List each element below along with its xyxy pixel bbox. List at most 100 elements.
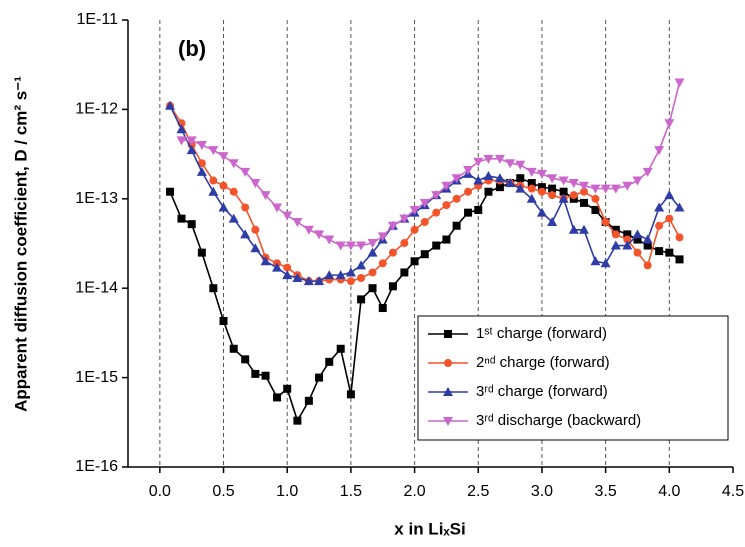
marker	[272, 203, 283, 213]
marker	[420, 218, 429, 227]
marker	[623, 230, 632, 239]
marker	[600, 258, 611, 268]
marker	[218, 152, 229, 162]
marker	[548, 191, 557, 200]
marker	[261, 371, 270, 380]
marker	[346, 390, 355, 399]
marker	[303, 225, 314, 235]
marker	[441, 181, 452, 191]
marker	[622, 181, 633, 191]
marker	[443, 417, 453, 426]
marker	[241, 203, 250, 212]
marker	[420, 250, 429, 259]
legend: 1ˢᵗ charge (forward) 2ⁿᵈ charge (forward)…	[417, 315, 729, 441]
marker	[335, 270, 346, 280]
marker	[600, 184, 611, 194]
marker	[558, 176, 569, 186]
x-tick-label: 0.5	[212, 483, 234, 500]
marker	[655, 247, 664, 256]
marker	[165, 100, 176, 110]
marker	[346, 277, 355, 286]
marker	[166, 187, 175, 196]
y-tick-label: 1E-15	[75, 369, 118, 386]
marker	[633, 235, 642, 244]
marker	[367, 247, 378, 257]
marker	[272, 262, 283, 272]
marker	[229, 187, 238, 196]
marker	[260, 256, 271, 266]
marker	[356, 241, 367, 251]
x-tick-label: 2.0	[403, 483, 425, 500]
marker	[536, 169, 547, 179]
marker	[208, 146, 219, 156]
marker	[240, 167, 251, 177]
marker	[537, 187, 546, 196]
marker	[292, 218, 303, 228]
x-tick-label: 4.0	[658, 483, 680, 500]
marker	[674, 78, 685, 88]
marker	[664, 190, 675, 200]
marker	[410, 225, 419, 234]
marker	[675, 255, 684, 264]
marker	[368, 268, 377, 277]
marker	[633, 248, 642, 257]
marker	[432, 241, 441, 250]
marker	[432, 208, 441, 217]
marker	[345, 267, 356, 277]
marker	[515, 183, 526, 193]
marker	[442, 235, 451, 244]
marker	[378, 259, 387, 268]
marker	[643, 261, 652, 270]
marker	[208, 186, 219, 196]
marker	[568, 224, 579, 234]
legend-label: 3ʳᵈ charge (forward)	[476, 383, 608, 400]
marker	[474, 205, 483, 214]
marker	[483, 170, 494, 180]
legend-label: 2ⁿᵈ charge (forward)	[476, 354, 610, 371]
marker	[590, 256, 601, 266]
marker	[642, 234, 653, 244]
marker	[176, 124, 187, 134]
x-tick-label: 1.5	[340, 483, 362, 500]
x-tick-label: 3.5	[595, 483, 617, 500]
marker	[495, 183, 504, 192]
marker	[451, 174, 462, 184]
marker	[578, 224, 589, 234]
marker	[473, 175, 484, 185]
marker	[336, 344, 345, 353]
marker	[494, 173, 505, 183]
marker	[675, 233, 684, 242]
marker	[674, 202, 685, 212]
marker	[283, 263, 292, 272]
marker	[548, 184, 557, 193]
marker	[367, 239, 378, 249]
marker	[611, 230, 620, 239]
marker	[537, 183, 546, 192]
marker	[623, 235, 632, 244]
marker	[444, 330, 452, 338]
y-tick-label: 1E-13	[75, 190, 118, 207]
marker	[209, 284, 218, 293]
marker	[473, 157, 484, 167]
marker	[357, 295, 366, 304]
marker	[444, 359, 452, 367]
panel-label: (b)	[178, 36, 206, 61]
marker	[547, 174, 558, 184]
marker	[250, 243, 261, 253]
marker	[527, 184, 536, 193]
x-tick-label: 1.0	[276, 483, 298, 500]
marker	[664, 119, 675, 129]
marker	[387, 221, 398, 231]
marker	[610, 240, 621, 250]
marker	[218, 202, 229, 212]
marker	[219, 316, 228, 325]
marker	[400, 239, 409, 248]
x-tick-label: 3.0	[531, 483, 553, 500]
marker	[505, 159, 516, 169]
marker	[251, 369, 260, 378]
y-tick-label: 1E-14	[75, 279, 118, 296]
marker	[665, 214, 674, 223]
marker	[452, 194, 461, 203]
marker	[410, 257, 419, 266]
